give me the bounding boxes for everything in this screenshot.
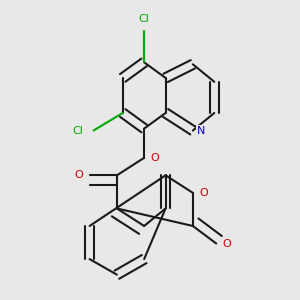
Text: O: O <box>151 153 159 163</box>
Text: Cl: Cl <box>139 14 150 25</box>
Text: O: O <box>200 188 208 198</box>
Text: N: N <box>196 125 205 136</box>
Text: O: O <box>223 238 232 248</box>
Text: Cl: Cl <box>73 125 83 136</box>
Text: O: O <box>74 170 83 180</box>
